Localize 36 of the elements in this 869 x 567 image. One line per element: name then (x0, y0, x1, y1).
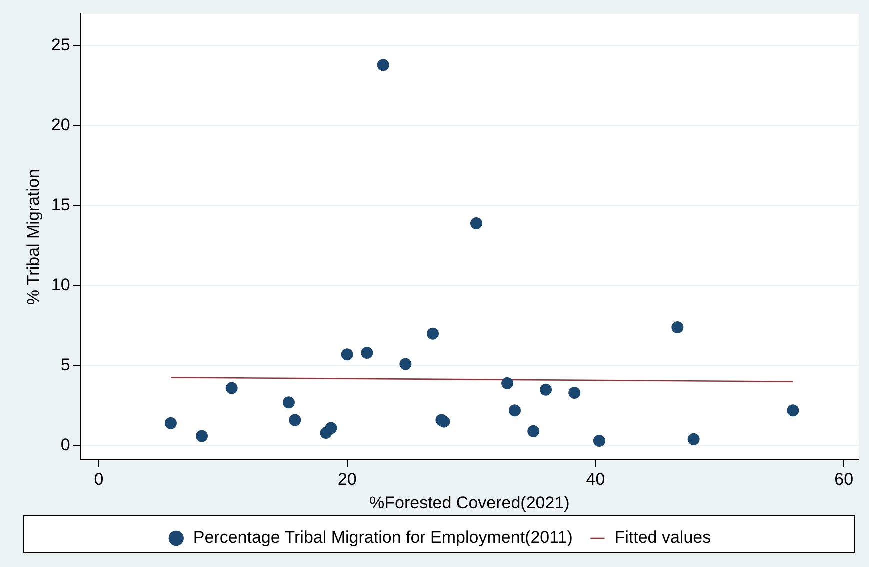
point (688, 433, 700, 446)
x-tick-label: 40 (586, 470, 606, 490)
y-tick-label: 10 (51, 276, 70, 295)
legend-label: Percentage Tribal Migration for Employment(2011) (193, 528, 573, 548)
y-tick-label: 0 (60, 435, 70, 454)
point (282, 396, 295, 409)
y-tick-label: 25 (51, 36, 70, 55)
point (672, 321, 684, 334)
point (568, 387, 581, 400)
point (470, 218, 482, 230)
x-tick-label: 60 (834, 470, 854, 490)
y-tick-label: 15 (51, 196, 70, 215)
point (164, 417, 177, 430)
x-tick-label: 20 (338, 470, 357, 490)
point (438, 416, 450, 428)
legend-label: Fitted values (614, 528, 712, 548)
y-tick-label: 20 (51, 116, 70, 135)
point (377, 59, 390, 72)
point (400, 358, 412, 370)
point (593, 435, 606, 448)
point (341, 348, 354, 361)
point (289, 414, 302, 426)
x-axis-title: %Forested Covered(2021) (369, 493, 570, 512)
point (325, 422, 338, 434)
point (787, 404, 800, 417)
point (427, 328, 440, 340)
point (226, 382, 238, 394)
point (540, 384, 552, 396)
point (361, 347, 374, 360)
y-axis-title: % Tribal Migration (24, 169, 43, 306)
point (508, 404, 521, 417)
x-tick-label: 0 (94, 470, 104, 490)
point (502, 377, 514, 390)
y-tick-label: 5 (60, 356, 70, 375)
point (196, 430, 208, 442)
point (528, 425, 540, 438)
